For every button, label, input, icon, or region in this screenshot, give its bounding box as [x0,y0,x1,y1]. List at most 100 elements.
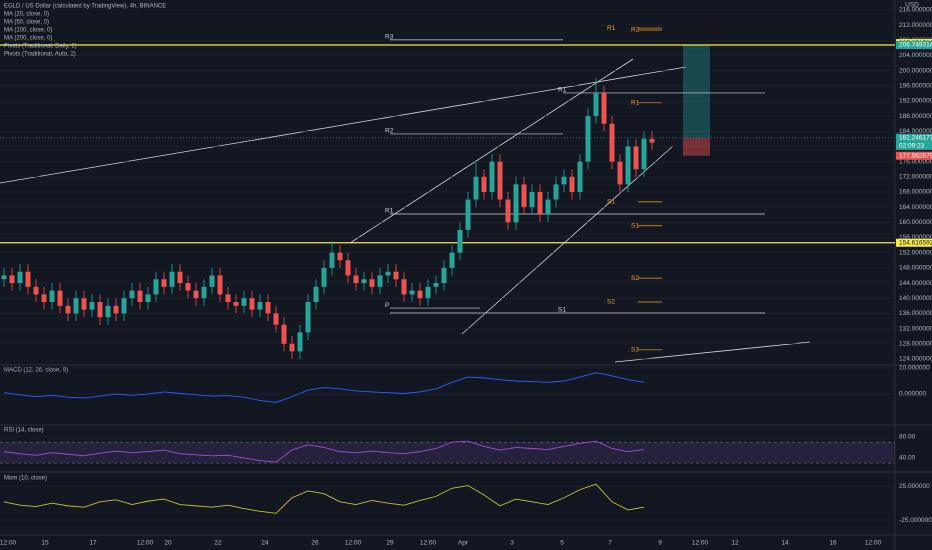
candle-body [193,290,199,299]
y-tick-label: 10.000000 [899,365,930,372]
y-tick-label: -25.000000 [899,517,932,524]
candle-body [257,302,263,310]
pivot-label: R1 [385,208,394,215]
legend-item: Pivots (Traditional, Auto, 2) [4,52,76,58]
candle-body [329,252,335,268]
candle-body [81,298,87,310]
price-badge [896,151,932,160]
candle-body [185,283,191,291]
x-tick-label: 15 [41,540,49,547]
candle-body [89,302,95,310]
x-tick-label: 7 [608,540,612,547]
y-tick-label: 132.000000 [899,325,932,332]
candle-body [9,275,15,284]
candle-body [377,275,383,287]
candle-body [409,290,415,295]
candle-body [521,184,527,208]
pane-title: MACD (12, 26, close, 9) [4,368,68,374]
x-tick-label: 24 [261,540,269,547]
candle-body [449,252,455,268]
candle-body [609,123,615,162]
candle-body [585,116,591,162]
rsi-line [3,440,645,463]
candle-body [385,271,391,276]
y-tick-label: 152.000000 [899,249,932,256]
x-tick-label: 26 [311,540,319,547]
candle-body [137,290,143,303]
y-tick-label: 0.000000 [899,391,926,398]
y-tick-label: 204.000000 [899,52,932,59]
candle-body [209,275,215,287]
candle-body [481,176,487,192]
x-tick-label: 12 [731,540,739,547]
y-tick-label: 144.000000 [899,280,932,287]
candle-body [265,302,271,314]
y-tick-label: 168.000000 [899,189,932,196]
candle-body [513,184,519,223]
candle-body [49,290,55,303]
pivot-label: S1 [558,307,566,314]
x-tick-label: 29 [386,540,394,547]
candle-body [17,271,23,284]
candle-body [289,343,295,352]
candle-body [1,275,7,280]
candle-body [337,252,343,261]
candle-body [601,93,607,124]
pivot-label: P [385,302,389,309]
candle-body [457,229,463,253]
x-tick-label: 12:00 [420,540,437,547]
y-tick-label: 136.000000 [899,310,932,317]
countdown-badge [896,141,932,150]
candle-body [553,184,559,200]
legend-title: EGLD / US Dollar (calculated by TradingV… [4,4,166,10]
x-tick-label: 22 [214,540,222,547]
pivot-label: R2 [631,27,640,34]
candle-body [217,275,223,295]
price-badge-label: 177.562679 [899,152,932,159]
candle-body [41,294,47,303]
candle-body [25,271,31,287]
candle-body [489,161,495,192]
pivot-label: R1 [607,25,616,32]
x-tick-label: 12:00 [865,540,882,547]
y-tick-label: 216.000000 [899,7,932,14]
pivot-label: S1 [607,199,615,206]
pivot-label: R2 [385,128,394,135]
candle-body [313,286,319,303]
candle-body [169,271,175,287]
candle-body [345,260,351,276]
candle-body [537,191,543,215]
candle-body [505,199,511,223]
stop-zone [683,137,710,156]
candle-body [577,161,583,192]
main-pane: R3 R2 R1 P S1 R1 R1 R2 R1 S1 S1 S2 S2 S3 [0,9,895,360]
candle-body [433,283,439,287]
macd-line [3,372,645,403]
x-tick-label: 16 [829,540,837,547]
price-badge [896,238,932,247]
candle-body [361,279,367,284]
pivot-label: R1 [631,100,640,107]
candle-body [113,305,119,314]
x-tick-label: 12:00 [137,540,154,547]
pivot-label: S2 [607,299,615,306]
pivot-label: S1 [631,222,639,229]
candle-body [353,275,359,284]
candle-body [73,298,79,314]
candle-body [145,294,151,303]
candle-body [65,305,71,314]
candle-body [121,298,127,314]
candle-body [641,138,647,170]
candle-body [129,290,135,299]
pivot-label: S3 [631,347,639,354]
candle-body [273,313,279,325]
x-tick-label: 17 [89,540,97,547]
y-tick-label: 172.000000 [899,174,932,181]
y-tick-label: 40.00 [899,455,916,462]
x-tick-label: 12:00 [692,540,709,547]
pivot-label: R1 [558,87,567,94]
y-tick-label: 188.000000 [899,113,932,120]
countdown: 02:09:23 [899,143,925,150]
candle-body [105,305,111,318]
price-badge [896,40,932,49]
